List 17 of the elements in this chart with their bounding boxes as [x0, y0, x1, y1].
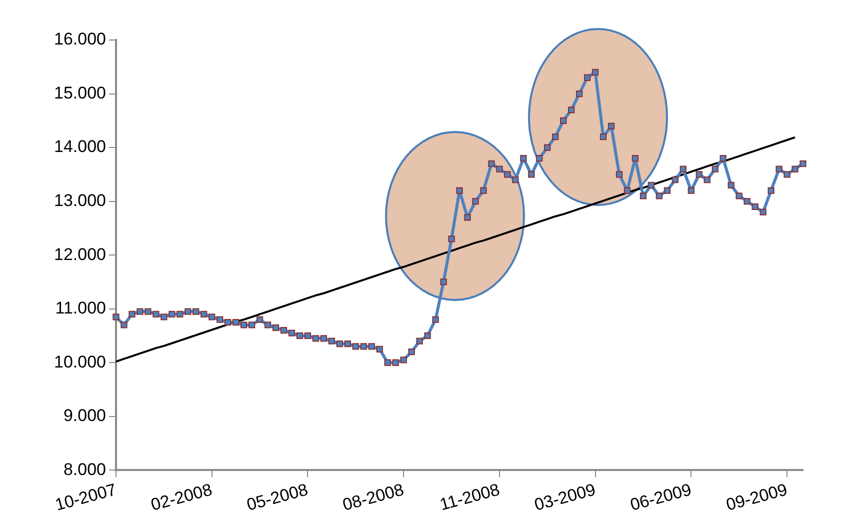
y-tick-label: 9.000 — [63, 406, 106, 426]
y-tick-label: 15.000 — [54, 83, 106, 102]
x-tick-label: 11-2008 — [438, 480, 502, 514]
y-tick-label: 14.000 — [54, 137, 106, 156]
y-tick-label: 13.000 — [54, 190, 106, 210]
x-tick-label: 08-2008 — [340, 480, 406, 515]
x-tick-label: 05-2008 — [244, 480, 310, 515]
y-tick-label: 8.000 — [63, 460, 106, 479]
y-tick-label: 16.000 — [54, 30, 106, 49]
x-tick-label: 02-2008 — [148, 480, 214, 515]
x-tick-label: 10-2007 — [53, 480, 118, 515]
x-tick-label: 03-2009 — [532, 480, 598, 515]
x-tick-label: 09-2009 — [724, 480, 790, 515]
y-tick-label: 10.000 — [54, 352, 106, 372]
y-tick-label: 12.000 — [54, 244, 106, 264]
y-tick-label: 11.000 — [55, 298, 106, 318]
x-tick-label: 06-2009 — [628, 480, 694, 515]
